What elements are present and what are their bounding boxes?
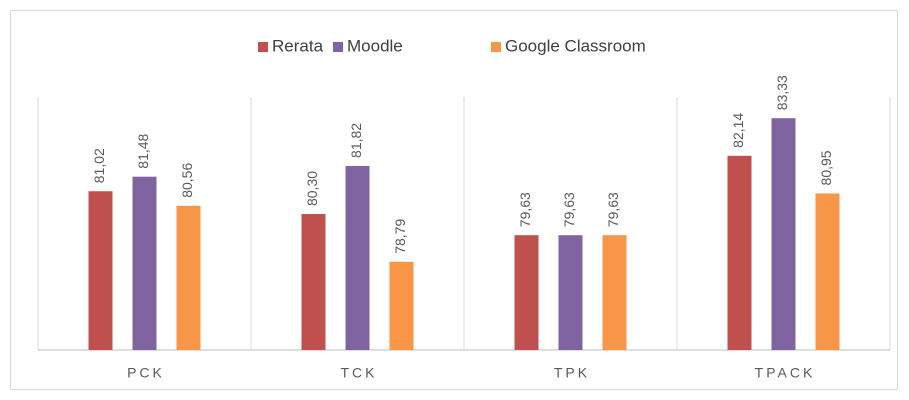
data-label: 81,48 xyxy=(135,133,151,168)
bar xyxy=(815,193,840,350)
bar xyxy=(132,176,157,350)
bar xyxy=(301,214,326,350)
data-label: 81,02 xyxy=(91,148,107,183)
bar xyxy=(176,205,201,350)
data-label: 83,33 xyxy=(774,75,790,110)
data-label: 79,63 xyxy=(561,192,577,227)
data-label: 82,14 xyxy=(730,113,746,148)
data-label: 80,56 xyxy=(179,163,195,198)
bar xyxy=(602,235,627,350)
bar xyxy=(345,165,370,350)
x-tick-label: TCK xyxy=(341,365,378,381)
x-tick-label: TPACK xyxy=(755,365,816,381)
legend-swatch xyxy=(258,42,268,52)
legend-label: Moodle xyxy=(347,36,403,55)
bar xyxy=(558,235,583,350)
x-tick-label: TPK xyxy=(554,365,590,381)
bar xyxy=(389,261,414,350)
legend-label: Rerata xyxy=(272,36,324,55)
data-label: 81,82 xyxy=(348,123,364,158)
data-label: 78,79 xyxy=(392,219,408,254)
data-label: 80,95 xyxy=(818,150,834,185)
bar xyxy=(88,191,113,350)
legend-label: Google Classroom xyxy=(505,36,646,55)
data-label: 79,63 xyxy=(517,192,533,227)
data-label: 79,63 xyxy=(605,192,621,227)
x-tick-label: PCK xyxy=(127,365,165,381)
bar xyxy=(727,155,752,350)
legend-swatch xyxy=(333,42,343,52)
data-label: 80,30 xyxy=(304,171,320,206)
bar xyxy=(771,118,796,350)
legend-swatch xyxy=(491,42,501,52)
bar xyxy=(514,235,539,350)
